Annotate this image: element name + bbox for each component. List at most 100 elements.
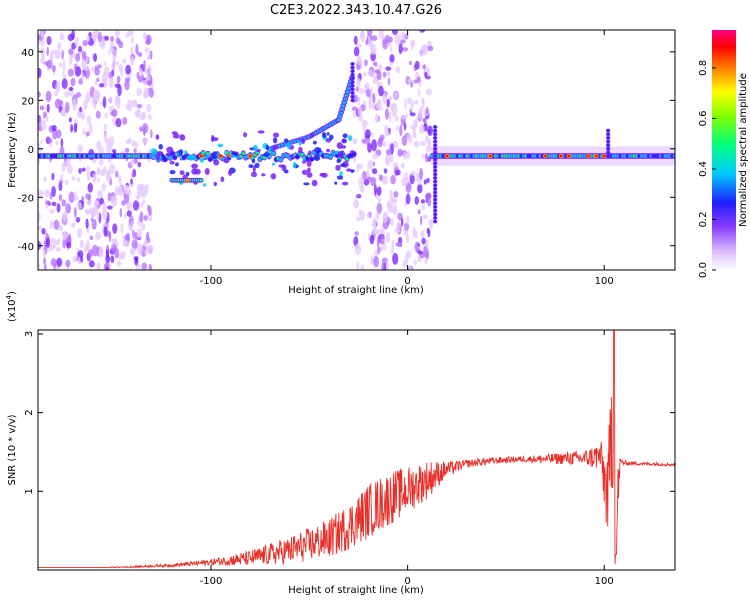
spectrogram-cell bbox=[356, 163, 364, 169]
spectrogram-cell bbox=[199, 157, 205, 163]
spectrogram-cell bbox=[417, 184, 423, 194]
spectrogram-cell bbox=[127, 137, 132, 144]
snr-series-line bbox=[38, 330, 675, 569]
spectrogram-cell bbox=[311, 179, 318, 187]
spectrogram-cell bbox=[337, 118, 341, 122]
spectrogram-cell bbox=[409, 112, 416, 117]
spectrogram-cell bbox=[61, 78, 68, 90]
spectrogram-cell bbox=[602, 154, 606, 158]
spectrogram-cell bbox=[253, 144, 258, 151]
spectrogram-cell bbox=[405, 250, 412, 258]
spectrogram-cell bbox=[211, 137, 219, 142]
spectrogram-cell bbox=[370, 176, 377, 187]
spectrogram-cell bbox=[298, 146, 303, 153]
spectrogram-cell bbox=[409, 137, 413, 144]
spectrogram-cell bbox=[426, 177, 430, 184]
spectrogram-cell bbox=[108, 97, 113, 104]
spectrogram-cell bbox=[40, 40, 45, 45]
spectrogram-cell bbox=[220, 176, 225, 183]
spectrogram-cell bbox=[392, 162, 399, 168]
spectrogram-cell bbox=[391, 197, 396, 204]
spectrogram-cell bbox=[387, 77, 391, 86]
spectrogram-cell bbox=[372, 61, 378, 66]
spectrogram-cell bbox=[342, 100, 347, 104]
spectrogram-cell bbox=[251, 171, 257, 178]
spectrogram-cell bbox=[401, 115, 406, 120]
colorbar-label: Normalized spectral amplitude bbox=[738, 73, 749, 227]
spectrogram-cell bbox=[429, 220, 433, 230]
spectrogram-cell bbox=[346, 168, 352, 172]
spectrogram-cell bbox=[433, 158, 437, 161]
spectrogram-cell bbox=[38, 142, 41, 148]
spectrogram-cell bbox=[389, 104, 395, 112]
x-tick-label: -100 bbox=[200, 276, 223, 287]
spectrogram-cell bbox=[433, 180, 437, 183]
spectrogram-cell bbox=[139, 185, 145, 194]
spectrogram-cell bbox=[356, 77, 361, 89]
spectrogram-cell bbox=[104, 35, 109, 41]
spectrogram-cell bbox=[422, 214, 429, 219]
spectrogram-cell bbox=[144, 249, 148, 255]
spectrogram-cell bbox=[335, 164, 341, 171]
spectrogram-cell bbox=[303, 182, 310, 186]
spectrogram-cell bbox=[433, 198, 437, 201]
spectrogram-cell bbox=[64, 91, 70, 98]
spectrogram-cell bbox=[587, 154, 590, 158]
spectrogram-cell bbox=[146, 80, 153, 86]
spectrogram-cell bbox=[65, 259, 71, 268]
spectrogram-cell bbox=[59, 109, 67, 117]
spectrogram-cell bbox=[361, 138, 366, 144]
spectrogram-cell bbox=[165, 152, 172, 157]
spectrogram-cell bbox=[433, 133, 437, 136]
spectrogram-cell bbox=[351, 73, 354, 77]
spectrogram-cell bbox=[425, 192, 432, 200]
spectrogram-cell bbox=[68, 48, 74, 55]
spectrogram-cell bbox=[372, 153, 379, 160]
spectrogram-cell bbox=[346, 86, 351, 90]
spectrogram-cell bbox=[376, 236, 380, 248]
spectrogram-cell bbox=[433, 187, 437, 190]
spectrogram-cell bbox=[433, 194, 437, 198]
spectrogram-cell bbox=[140, 111, 147, 120]
y-tick-label: 3 bbox=[24, 331, 35, 337]
spectrogram-cell bbox=[137, 161, 142, 168]
spectrogram-cell bbox=[398, 242, 403, 248]
spectrogram-cell bbox=[64, 102, 70, 114]
spectrogram-cell bbox=[117, 104, 120, 110]
spectrogram-cell bbox=[98, 247, 104, 258]
spectrogram-cell bbox=[124, 80, 130, 91]
spectrogram-cell bbox=[96, 209, 100, 222]
spectrogram-cell bbox=[45, 237, 51, 248]
spectrogram-cell bbox=[105, 266, 110, 270]
spectrogram-cell bbox=[146, 104, 152, 113]
spectrogram-cell bbox=[101, 71, 109, 84]
spectrogram-cell bbox=[357, 96, 361, 106]
spectrogram-cell bbox=[401, 177, 407, 187]
spectrogram-cell bbox=[115, 95, 120, 104]
y-tick-label: 2 bbox=[24, 409, 35, 415]
spectrogram-cell bbox=[148, 87, 155, 98]
spectrogram-cell bbox=[124, 147, 130, 153]
spectrogram-cell bbox=[118, 41, 124, 49]
spectrogram-cell bbox=[379, 134, 385, 141]
spectrogram-cell bbox=[85, 239, 90, 252]
spectrogram-cell bbox=[382, 71, 387, 78]
spectrogram-cell bbox=[40, 30, 44, 39]
spectrogram-cell bbox=[178, 149, 184, 155]
spectrogram-cell bbox=[366, 169, 370, 178]
spectrogram-cell bbox=[336, 158, 341, 164]
spectrogram-cell bbox=[49, 192, 53, 200]
spectrogram-cell bbox=[118, 174, 122, 184]
colorbar-tick-label: 0.4 bbox=[698, 161, 709, 177]
spectrogram-cell bbox=[156, 151, 164, 156]
spectrogram-cell bbox=[366, 176, 372, 181]
spectrogram-cell bbox=[382, 214, 388, 224]
spectrogram-cell bbox=[56, 257, 63, 268]
spectrogram-ylabel: Frequency (Hz) bbox=[7, 112, 18, 188]
spectrogram-cell bbox=[213, 181, 217, 187]
spectrogram-cell bbox=[397, 148, 403, 158]
spectrogram-cell bbox=[125, 32, 130, 39]
spectrogram-cell bbox=[356, 194, 362, 199]
spectrogram-cell bbox=[129, 56, 135, 66]
spectrogram-cell bbox=[351, 88, 354, 91]
